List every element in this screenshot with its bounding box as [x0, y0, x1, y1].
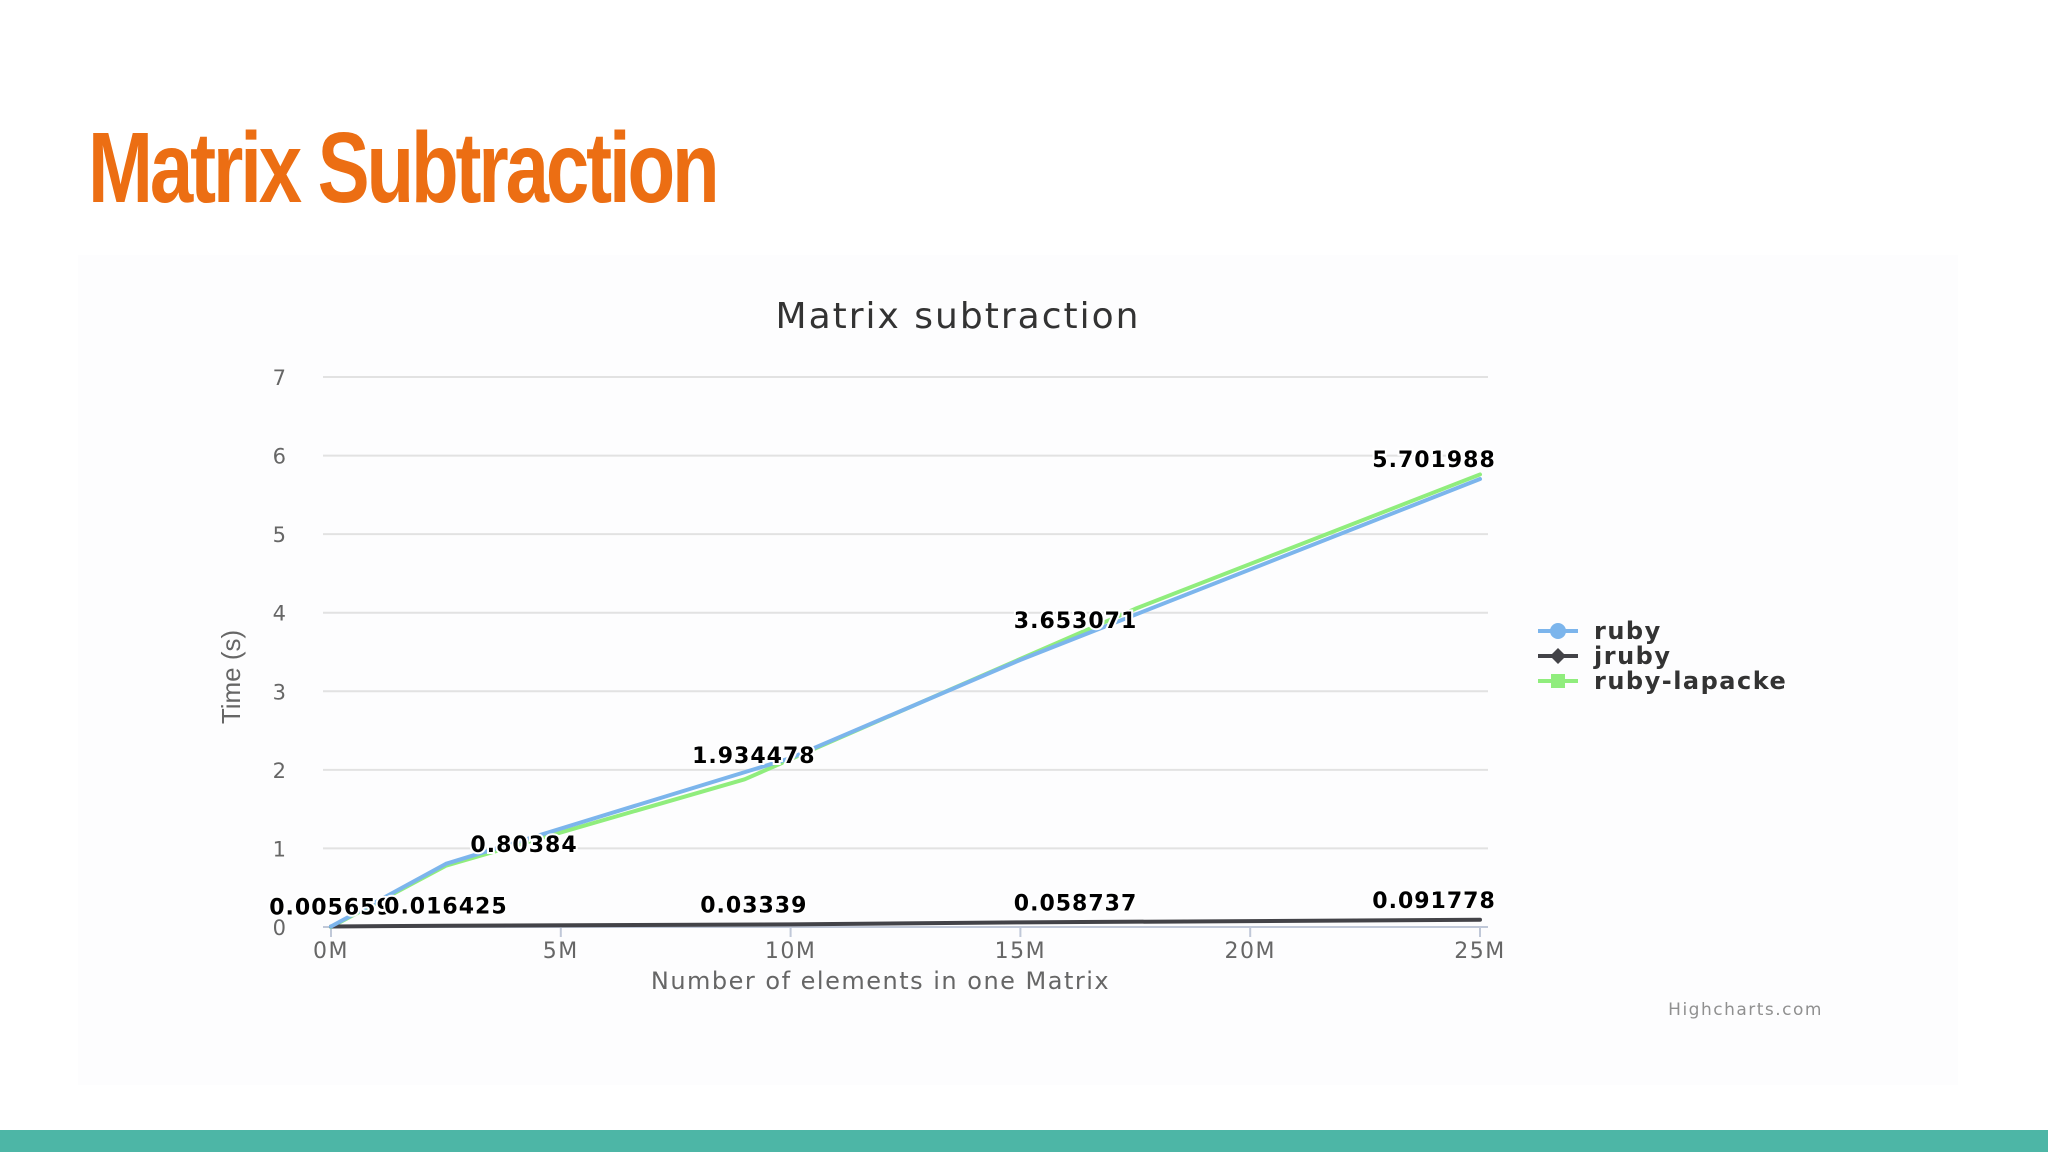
- x-axis-label: Number of elements in one Matrix: [651, 967, 1110, 995]
- credits-label: Highcharts.com: [1668, 1000, 1823, 1020]
- data-label: 0.091778: [1372, 889, 1496, 914]
- chart-title: Matrix subtraction: [776, 296, 1141, 337]
- data-label: 0.005659: [269, 896, 393, 921]
- line-chart: Matrix subtraction 0 1 2 3 4 5 6 7 0M 5M 10M 15M 20M 2…: [216, 296, 1823, 1020]
- legend-item-label: ruby: [1594, 617, 1662, 645]
- y-tick-label: 3: [273, 680, 286, 704]
- legend-item-label: jruby: [1593, 642, 1671, 670]
- x-tick-label: 10M: [765, 939, 816, 964]
- x-tick-label: 15M: [995, 939, 1046, 964]
- y-axis-label: Time (s): [216, 630, 246, 724]
- legend-marker-diamond: [1550, 648, 1566, 664]
- data-label: 3.653071: [1014, 609, 1138, 634]
- data-label: 1.934478: [692, 744, 816, 769]
- data-label: 0.80384: [470, 833, 577, 858]
- x-tick-label: 25M: [1454, 939, 1505, 964]
- legend-marker-circle: [1550, 623, 1566, 639]
- legend-marker-square: [1551, 674, 1565, 688]
- y-tick-label: 4: [273, 602, 286, 626]
- x-tick-label: 20M: [1224, 939, 1275, 964]
- legend-item-label: ruby-lapacke: [1594, 667, 1787, 695]
- chart-panel: Matrix subtraction 0 1 2 3 4 5 6 7 0M 5M 10M 15M 20M 2…: [78, 255, 1958, 1085]
- data-label: 0.058737: [1014, 891, 1138, 916]
- data-label: 5.701988: [1372, 448, 1496, 473]
- y-tick-label: 2: [273, 759, 286, 783]
- bottom-accent-bar: [0, 1130, 2048, 1152]
- x-tick-label: 0M: [313, 939, 349, 964]
- y-tick-label: 7: [273, 366, 286, 390]
- series-line-ruby: [329, 476, 1482, 929]
- slide-title: Matrix Subtraction: [88, 112, 720, 224]
- series-line-ruby-lapacke: [329, 472, 1482, 929]
- y-tick-label: 5: [273, 523, 286, 547]
- data-label: 0.03339: [700, 893, 807, 918]
- series-line-jruby: [329, 917, 1482, 929]
- y-tick-label: 6: [273, 445, 286, 469]
- data-label: 0.016425: [384, 895, 508, 920]
- x-tick-label: 5M: [543, 939, 579, 964]
- y-tick-label: 0: [273, 916, 286, 940]
- y-tick-label: 1: [273, 837, 286, 861]
